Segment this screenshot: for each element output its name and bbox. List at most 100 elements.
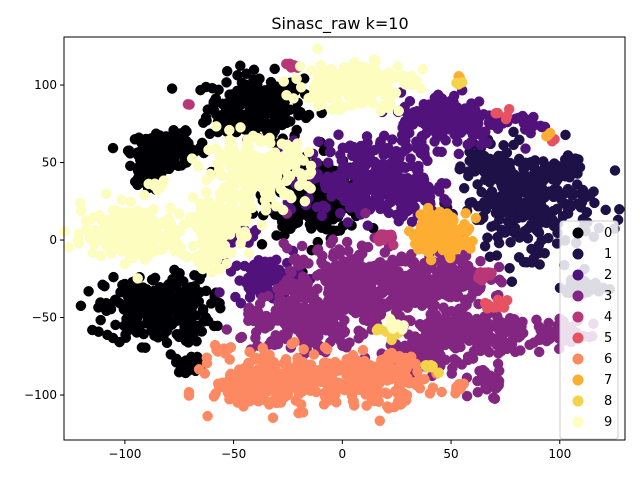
point-series-1 — [609, 165, 621, 176]
point-series-1 — [571, 179, 583, 190]
point-series-6 — [332, 363, 343, 375]
point-series-9 — [96, 214, 107, 225]
point-series-9 — [226, 247, 237, 259]
point-series-0 — [75, 300, 87, 312]
point-series-0 — [196, 326, 208, 337]
point-series-0 — [119, 286, 130, 297]
point-series-3 — [420, 323, 431, 335]
point-series-6 — [344, 364, 355, 376]
point-series-3 — [493, 317, 504, 329]
point-series-6 — [297, 407, 309, 418]
point-series-0 — [303, 109, 315, 121]
point-series-9 — [288, 93, 299, 104]
point-series-3 — [375, 288, 386, 299]
x-axis: −100 −50 0 50 100 — [108, 440, 571, 461]
point-series-9 — [244, 194, 255, 205]
point-series-0 — [257, 114, 268, 126]
point-series-6 — [361, 400, 372, 411]
point-series-0 — [125, 319, 136, 331]
point-series-3 — [265, 336, 277, 347]
point-series-9 — [217, 239, 228, 250]
point-series-0 — [83, 286, 94, 297]
point-series-0 — [293, 110, 304, 121]
point-series-1 — [580, 191, 592, 203]
point-series-3 — [326, 321, 337, 332]
point-series-0 — [217, 98, 229, 110]
point-series-1 — [525, 219, 537, 230]
point-series-1 — [495, 194, 507, 205]
legend-label-9: 9 — [604, 415, 612, 430]
point-series-3 — [411, 275, 423, 286]
point-series-3 — [250, 326, 262, 338]
point-series-0 — [260, 101, 272, 112]
point-series-2 — [453, 148, 465, 160]
point-series-9 — [332, 69, 344, 80]
point-series-6 — [212, 378, 224, 389]
point-series-3 — [339, 326, 351, 337]
point-series-9 — [368, 54, 380, 65]
point-series-2 — [247, 277, 258, 289]
point-series-9 — [75, 205, 87, 217]
point-series-6 — [229, 376, 241, 388]
point-series-3 — [364, 261, 376, 272]
point-series-6 — [298, 344, 309, 355]
point-series-6 — [223, 386, 235, 398]
point-series-2 — [369, 184, 380, 195]
point-series-3 — [378, 263, 389, 275]
point-series-3 — [392, 280, 403, 291]
point-series-9 — [108, 232, 120, 243]
point-series-1 — [493, 237, 505, 249]
point-series-6 — [280, 353, 292, 365]
point-series-9 — [387, 89, 398, 101]
point-series-9 — [306, 65, 317, 76]
point-series-0 — [214, 297, 225, 309]
point-series-6 — [357, 376, 369, 388]
point-series-1 — [539, 247, 550, 259]
point-series-3 — [409, 297, 421, 309]
point-series-9 — [214, 187, 226, 199]
point-series-1 — [529, 164, 541, 176]
point-series-1 — [515, 179, 526, 191]
point-series-3 — [337, 266, 349, 278]
point-series-6 — [287, 366, 298, 378]
legend-label-4: 4 — [604, 310, 612, 325]
legend-marker-6 — [572, 353, 584, 365]
point-series-3 — [327, 251, 339, 262]
point-series-7 — [419, 226, 430, 238]
point-series-3 — [435, 353, 446, 365]
point-series-1 — [482, 232, 493, 243]
point-series-2 — [452, 136, 463, 147]
point-series-3 — [425, 299, 437, 310]
legend-marker-4 — [572, 311, 584, 323]
point-series-0 — [125, 308, 136, 319]
point-series-1 — [534, 259, 545, 270]
point-series-9 — [277, 204, 289, 216]
point-series-9 — [89, 226, 101, 238]
point-series-2 — [385, 196, 397, 208]
point-series-6 — [391, 353, 403, 364]
legend-marker-2 — [572, 269, 584, 281]
point-series-7 — [409, 238, 421, 250]
legend-label-2: 2 — [604, 268, 612, 283]
point-series-5 — [503, 103, 515, 115]
point-series-4 — [182, 99, 194, 110]
point-series-6 — [267, 412, 279, 424]
point-series-3 — [400, 256, 412, 267]
point-series-1 — [562, 203, 574, 215]
legend-label-6: 6 — [604, 352, 612, 367]
point-series-1 — [505, 164, 516, 176]
point-series-6 — [257, 377, 269, 388]
point-series-2 — [441, 196, 453, 208]
point-series-4 — [372, 233, 384, 244]
point-series-2 — [520, 143, 531, 154]
x-tick-label: −50 — [221, 447, 246, 461]
point-series-0 — [107, 142, 119, 154]
point-series-0 — [136, 137, 147, 149]
point-series-3 — [332, 298, 344, 309]
point-series-1 — [536, 186, 547, 197]
point-series-9 — [143, 246, 154, 258]
point-series-6 — [265, 368, 276, 379]
point-series-3 — [335, 282, 346, 294]
point-series-1 — [489, 220, 501, 231]
point-series-6 — [250, 352, 262, 364]
